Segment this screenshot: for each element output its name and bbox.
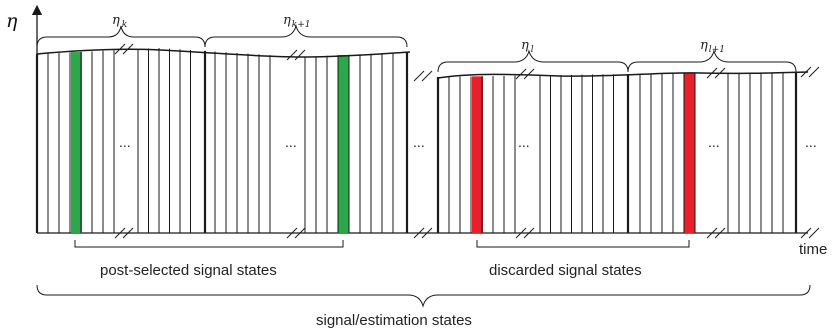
axis-break	[808, 227, 820, 239]
axis-break	[413, 70, 425, 82]
label-discarded: discarded signal states	[489, 262, 642, 279]
brace-eta-k-plus-1	[204, 24, 408, 48]
ellipsis-between-groups: ...	[413, 134, 425, 150]
axis-break	[286, 227, 298, 239]
envelope-curve-right	[437, 71, 809, 79]
axis-break	[122, 227, 134, 239]
eta-label-k-plus-1: ηk+1	[283, 13, 311, 30]
axis-break	[286, 49, 298, 61]
bracket-post-selected	[74, 240, 344, 248]
axis-break	[421, 227, 433, 239]
discarded-bar	[684, 73, 695, 234]
post-selected-bar	[338, 55, 349, 233]
ellipsis-2: ...	[285, 134, 297, 150]
axis-break	[714, 227, 726, 239]
axis-break	[114, 227, 126, 239]
brace-eta-k	[36, 25, 206, 48]
post-selected-bar	[71, 52, 82, 234]
label-all-states: signal/estimation states	[316, 312, 472, 329]
axis-break	[808, 66, 820, 78]
bracket-discarded	[476, 240, 690, 248]
brace-all-states	[36, 284, 811, 308]
ellipsis-5: ...	[805, 134, 817, 150]
axis-break	[294, 227, 306, 239]
label-post-selected: post-selected signal states	[100, 262, 277, 279]
envelope-curve-left	[36, 48, 411, 58]
brace-eta-l	[437, 49, 629, 73]
axis-break	[413, 227, 425, 239]
eta-label-l-plus-1: ηl+1	[700, 38, 725, 55]
axis-break	[515, 227, 527, 239]
axis-break	[800, 227, 812, 239]
axis-break	[421, 70, 433, 82]
signal-stripes	[35, 48, 798, 234]
brace-eta-l-plus-1	[627, 49, 797, 73]
axis-break	[523, 227, 535, 239]
ellipsis-1: ...	[119, 134, 131, 150]
ellipsis-4: ...	[708, 134, 720, 150]
axis-break	[294, 49, 306, 61]
axis-break	[706, 227, 718, 239]
ellipsis-3: ...	[518, 134, 530, 150]
y-axis-label: η	[6, 10, 18, 32]
discarded-bar	[472, 76, 483, 233]
x-axis-label: time	[799, 241, 827, 258]
axis-break	[523, 68, 535, 80]
